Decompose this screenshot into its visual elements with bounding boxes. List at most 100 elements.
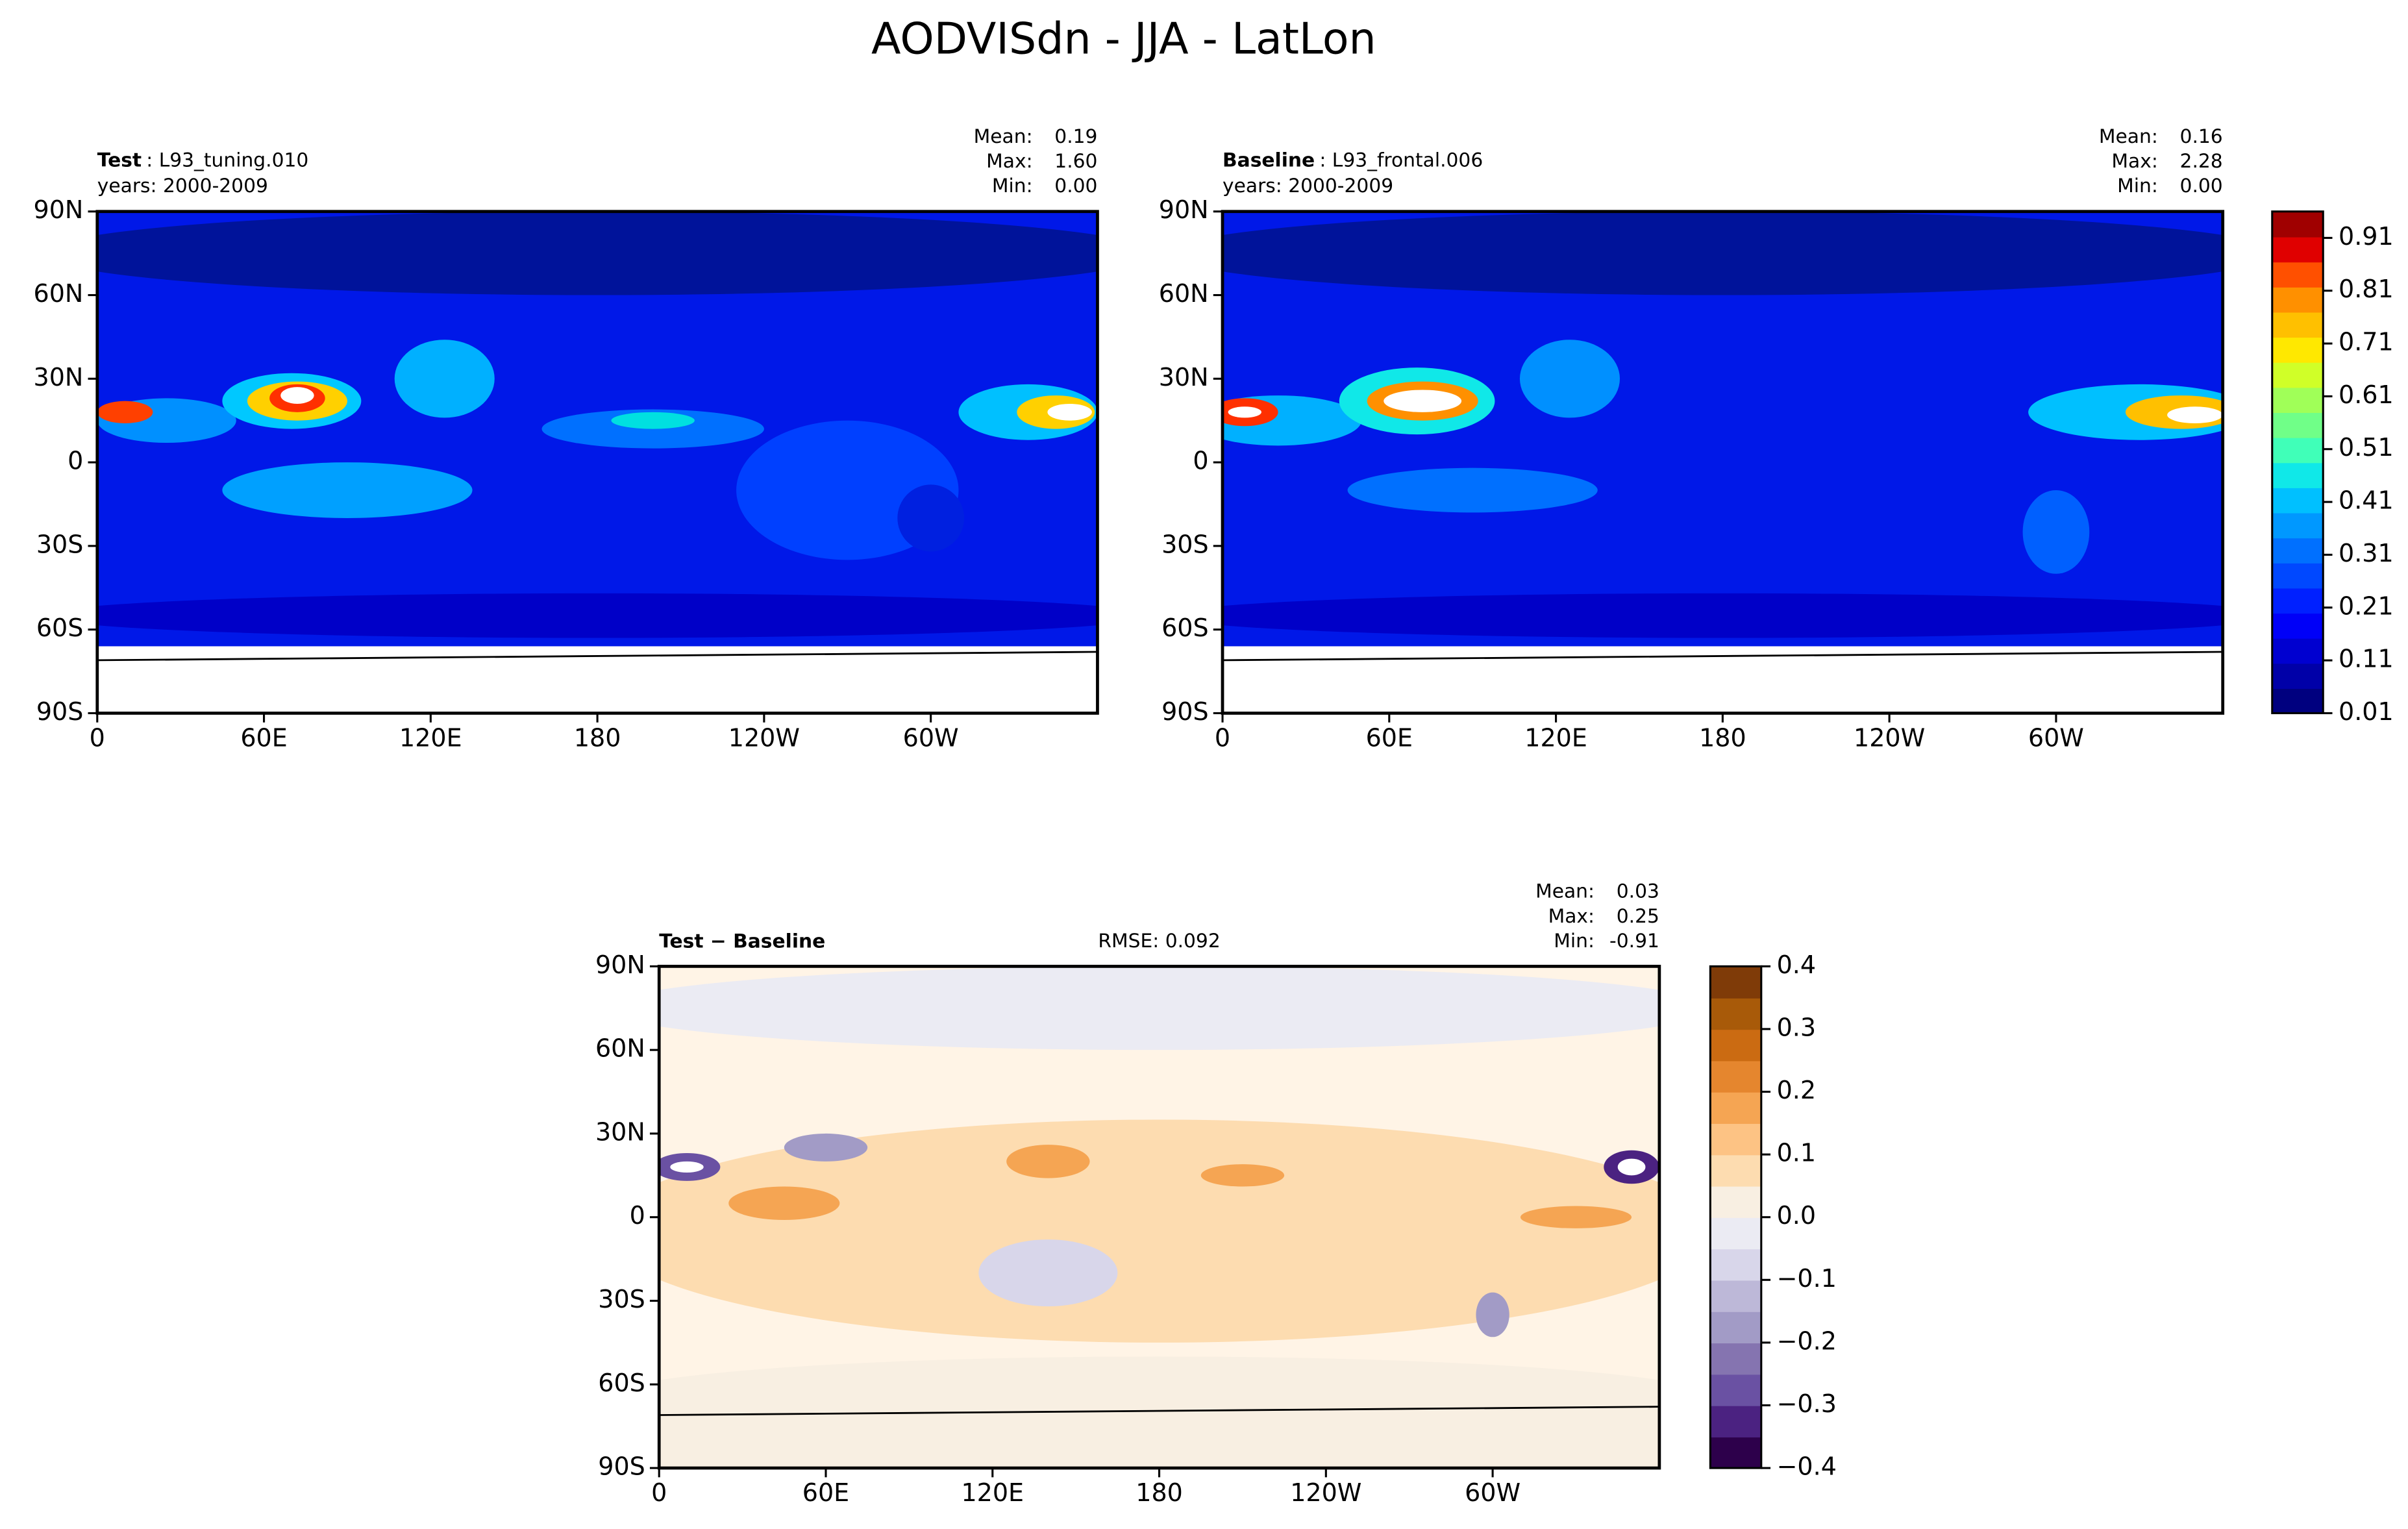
x-tick-label: 120E [1524,723,1587,752]
colorbar-band [1710,1123,1761,1156]
y-tick-label: 0 [68,447,83,475]
colorbar-tick-label: 0.61 [2339,380,2394,409]
colorbar-tick-label: 0.81 [2339,275,2394,303]
field-contour [2167,406,2223,423]
field-contour [1200,1164,1285,1187]
y-tick-label: 60S [36,614,84,642]
stat-value: 0.00 [1054,175,1097,197]
panel-years: years: 2000-2009 [97,175,268,197]
x-tick-label: 120W [1290,1478,1361,1507]
field-contour [1223,211,2223,295]
colorbar-band [1710,997,1761,1030]
colorbar-tick-label: 0.4 [1777,951,1816,979]
field-contour [897,484,965,552]
stat-label: Mean: [2099,125,2158,148]
field-contour [1006,1145,1090,1178]
colorbar-band [2272,336,2324,363]
colorbar-tick-label: 0.0 [1777,1201,1816,1230]
field-contour [1347,467,1598,513]
x-tick-label: 60W [1465,1478,1521,1507]
map-panel: 0 60E 120E 180 120W 60W 90N 60N 30N 0 30S 60S 90S Bas… [1159,125,2225,752]
colorbar-band [1710,966,1761,999]
x-tick-label: 120E [399,723,462,752]
colorbar-tick-label: 0.2 [1777,1076,1816,1104]
stat-value: -0.91 [1609,930,1659,952]
stat-label: Max: [1548,905,1595,928]
colorbar-band [1710,1091,1761,1125]
field-contour [222,462,473,518]
y-tick-label: 90N [34,195,84,224]
colorbar-band [1710,1311,1761,1344]
colorbar-band [2272,688,2324,714]
panel-label-name: : L93_tuning.010 [146,149,308,171]
panel-rmse: RMSE: 0.092 [1098,930,1220,952]
colorbar-band [1710,1217,1761,1250]
coastline [97,651,1098,662]
colorbar-band [1710,1436,1761,1469]
colorbar-band [1710,1405,1761,1437]
colorbar-band [1710,1342,1761,1375]
field-contour [1047,403,1092,421]
field-contour [728,1186,840,1221]
stat-value: 1.60 [1054,150,1097,173]
colorbar-band [1710,1028,1761,1062]
colorbar-band [2272,387,2324,414]
field-contour [1520,1206,1632,1228]
y-tick-label: 60S [598,1369,645,1397]
y-tick-label: 90S [598,1452,645,1481]
colorbar-band [2272,412,2324,438]
colorbar-band [1710,1249,1761,1281]
x-tick-label: 60W [2028,723,2084,752]
colorbar-frame [2271,210,2324,714]
stat-value: 0.25 [1617,905,1659,928]
x-tick-label: 120W [728,723,800,752]
colorbar-tick-label: −0.4 [1777,1452,1837,1481]
field-contour [1223,593,2223,638]
colorbar-band [2272,562,2324,589]
y-tick-label: 60N [1159,279,1209,308]
panel-label: Test − Baseline [659,930,825,952]
colorbar-band [1710,1374,1761,1406]
colorbar-band [2272,612,2324,639]
colorbar-band [2272,487,2324,514]
colorbar-band [2272,537,2324,564]
stat-label: Min: [2117,175,2158,197]
stat-value: 0.16 [2180,125,2223,148]
field-contour [611,412,695,429]
panel-label-bold: Baseline [1223,149,1315,171]
x-tick-label: 60E [240,723,287,752]
field-contour [394,340,495,418]
colorbar-band [1710,1186,1761,1218]
coastline [1223,651,2223,662]
stat-value: 0.00 [2180,175,2223,197]
field-contour [659,966,1659,1050]
panel-label-bold: Test − Baseline [659,930,825,952]
colorbar-tick-label: 0.01 [2339,697,2394,726]
y-tick-label: 90N [595,951,645,979]
panel-label-name: : L93_frontal.006 [1319,149,1483,171]
colorbar-tick-label: 0.31 [2339,539,2394,567]
x-tick-label: 60E [1366,723,1413,752]
colorbar-band [2272,638,2324,664]
colorbar-band [2272,462,2324,488]
field-contour [670,1161,704,1173]
colorbar-tick-label: −0.3 [1777,1389,1837,1418]
colorbar-band [1710,1154,1761,1187]
y-tick-label: 90S [36,697,84,726]
colorbar-tick-label: 0.91 [2339,222,2394,251]
figure-title: AODVISdn - JJA - LatLon [871,13,1376,64]
field-contour [1617,1158,1646,1176]
x-tick-label: 180 [574,723,621,752]
field-contour [1228,406,1261,418]
coastline [659,1406,1659,1416]
y-tick-label: 0 [1193,447,1208,475]
colorbar-band [1710,1280,1761,1312]
colorbar-band [2272,236,2324,263]
colorbar: 0.01 0.11 0.21 0.31 0.41 0.51 0.61 0.71 0.81 0.91 [2271,210,2394,726]
antarctica [1223,646,2223,714]
x-tick-label: 0 [90,723,105,752]
colorbar-band [2272,312,2324,338]
y-tick-label: 90N [1159,195,1209,224]
colorbar-band [2272,262,2324,288]
